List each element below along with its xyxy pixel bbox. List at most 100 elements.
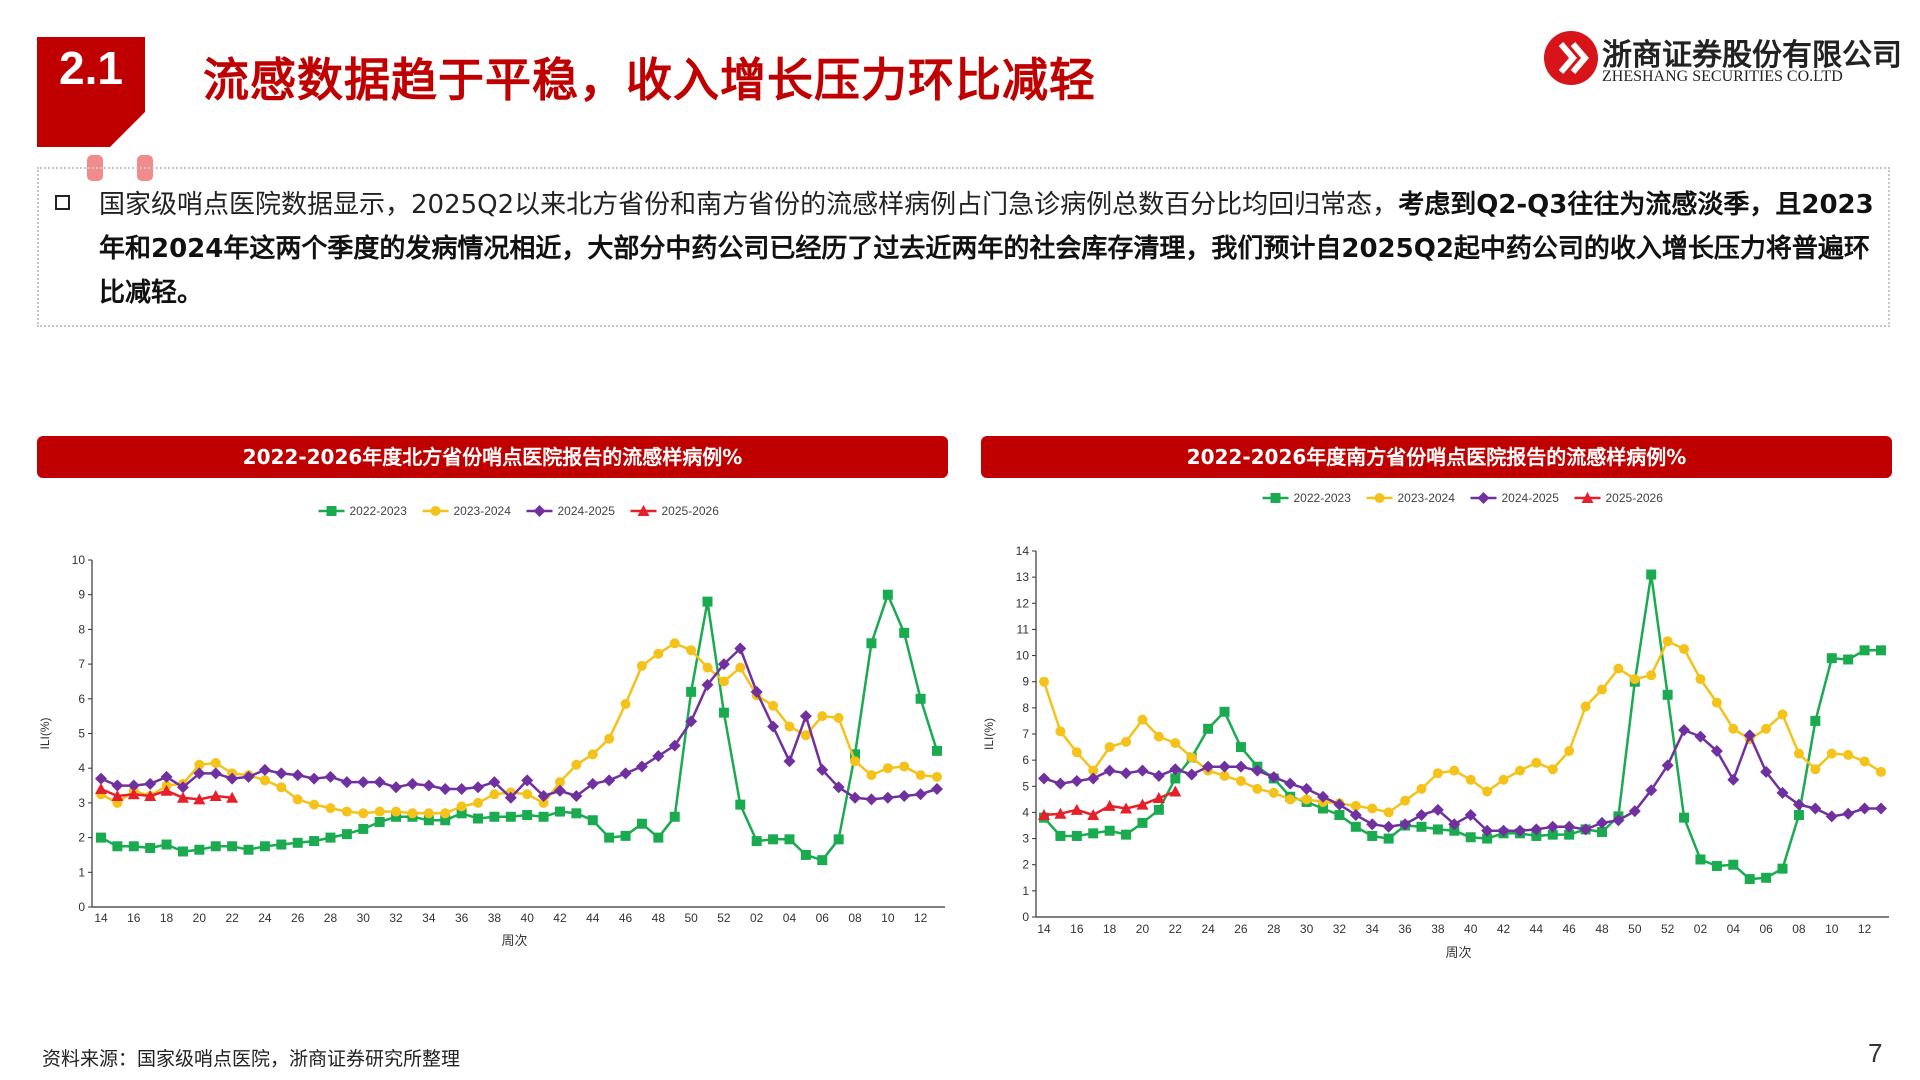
x-tick-label: 36 (1398, 922, 1412, 936)
marker (537, 789, 550, 802)
x-tick-label: 12 (914, 911, 928, 925)
y-tick-label: 0 (1022, 910, 1029, 924)
marker (292, 837, 303, 848)
x-tick-label: 34 (1366, 922, 1380, 936)
marker (176, 781, 189, 794)
marker (1366, 818, 1379, 831)
x-tick-label: 06 (1759, 922, 1773, 936)
marker (1087, 809, 1100, 821)
marker (194, 844, 205, 855)
marker (751, 836, 762, 847)
y-tick-label: 10 (72, 553, 86, 567)
marker (1728, 859, 1739, 870)
logo-mark (1544, 31, 1598, 85)
marker (620, 830, 631, 841)
marker (210, 841, 221, 852)
marker (1121, 829, 1132, 840)
marker (1661, 759, 1674, 772)
x-tick-label: 40 (1464, 922, 1478, 936)
legend-marker (430, 506, 441, 516)
marker (259, 775, 270, 786)
marker (324, 770, 337, 783)
marker (309, 836, 320, 847)
marker (1876, 766, 1886, 777)
marker (1416, 821, 1427, 832)
marker (1038, 809, 1050, 821)
marker (669, 638, 680, 649)
marker (1087, 772, 1100, 785)
x-tick-label: 32 (389, 911, 403, 925)
marker (768, 700, 779, 711)
marker (1465, 774, 1476, 785)
marker (1235, 776, 1246, 787)
marker (1219, 770, 1230, 781)
marker (1039, 676, 1049, 687)
marker (1728, 723, 1739, 734)
x-tick-label: 16 (1070, 922, 1084, 936)
marker (291, 769, 304, 782)
marker (1531, 830, 1542, 841)
marker (799, 710, 812, 723)
marker (1859, 645, 1870, 656)
marker (144, 777, 157, 790)
marker (1170, 773, 1181, 784)
marker (1449, 825, 1460, 836)
marker (243, 844, 254, 855)
series-line (100, 593, 939, 862)
marker (1070, 775, 1083, 788)
x-tick-label: 08 (1792, 922, 1806, 936)
x-tick-label: 46 (619, 911, 633, 925)
marker (866, 770, 877, 781)
y-tick-label: 7 (1022, 727, 1029, 741)
marker (866, 638, 877, 649)
marker (1662, 636, 1673, 647)
marker (1152, 792, 1165, 804)
marker (96, 832, 106, 843)
marker (686, 686, 697, 697)
marker (1071, 747, 1082, 758)
marker (95, 772, 107, 785)
marker (226, 772, 239, 785)
y-tick-label: 0 (78, 900, 85, 914)
marker (1612, 814, 1625, 827)
marker (1121, 736, 1132, 747)
bullet-box (37, 167, 1890, 327)
legend-marker (1581, 492, 1594, 503)
marker (177, 846, 188, 857)
marker (1465, 832, 1476, 843)
marker (1103, 799, 1116, 811)
marker (1464, 809, 1477, 822)
legend-marker (1477, 492, 1490, 504)
marker (1054, 777, 1067, 790)
marker (619, 767, 632, 780)
x-tick-label: 24 (258, 911, 272, 925)
marker (1218, 760, 1231, 773)
bullet-plain: 国家级哨点医院数据显示，2025Q2以来北方省份和南方省份的流感样病例占门急诊病… (99, 190, 1399, 220)
marker (1431, 803, 1444, 816)
marker (456, 808, 467, 819)
y-tick-label: 4 (1022, 805, 1029, 819)
legend-label: 2022-2023 (1294, 491, 1352, 505)
marker (1317, 790, 1329, 803)
marker (1416, 783, 1427, 794)
marker (1169, 763, 1182, 776)
x-tick-label: 16 (127, 911, 141, 925)
marker (1300, 782, 1313, 795)
marker (1580, 701, 1591, 712)
marker (816, 763, 829, 776)
marker (1826, 653, 1837, 664)
marker (832, 781, 845, 794)
section-badge (37, 37, 153, 181)
marker (276, 839, 287, 850)
y-tick-label: 8 (1022, 701, 1029, 715)
marker (1432, 768, 1443, 779)
marker (456, 801, 467, 812)
marker (1367, 803, 1378, 814)
x-tick-label: 44 (586, 911, 600, 925)
marker (653, 648, 664, 659)
marker (750, 685, 763, 698)
marker (1646, 670, 1657, 681)
marker (423, 815, 434, 826)
